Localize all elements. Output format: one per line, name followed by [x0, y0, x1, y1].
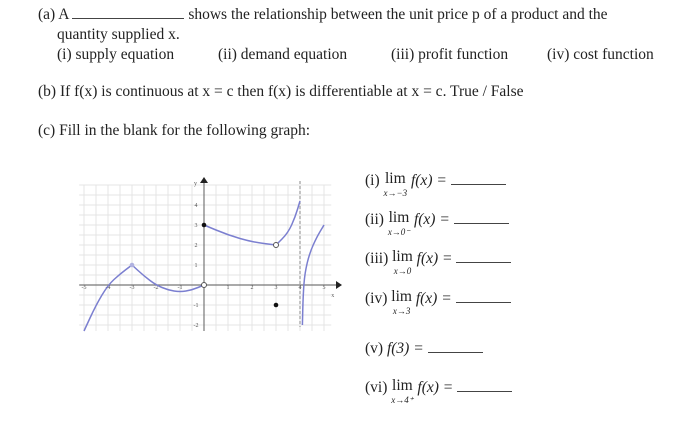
part-a-text: shows the relationship between the unit … — [188, 6, 608, 23]
closed-point — [201, 222, 207, 228]
option-supply-equation[interactable]: (i) supply equation — [57, 46, 175, 63]
limit-label: (vi) — [365, 379, 388, 396]
x-tick-label: 1 — [227, 285, 230, 291]
x-tick-label: 5 — [323, 285, 326, 291]
part-a: (a) A shows the relationship between the… — [38, 6, 608, 24]
answer-blank[interactable] — [456, 262, 512, 263]
answer-blank[interactable] — [427, 352, 483, 353]
limit-label: (iii) — [365, 250, 389, 267]
limit-item: (vi) lim x→4⁺ f(x) = — [365, 377, 513, 407]
part-a-label: (a) A — [38, 6, 69, 23]
limit-expression: f(x) = — [413, 211, 450, 228]
option-profit-function[interactable]: (iii) profit function — [391, 46, 509, 63]
closed-point — [273, 302, 279, 308]
limit-expression: f(x) = — [415, 290, 452, 307]
answer-blank[interactable] — [457, 391, 513, 392]
limit-operator: lim x→−3 — [383, 170, 408, 198]
limit-item: (i) lim x→−3 f(x) = — [365, 170, 506, 200]
y-tick-label: 1 — [195, 263, 198, 269]
x-tick-label: -1 — [178, 285, 183, 291]
limit-label: (v) — [365, 340, 384, 357]
part-c: (c) Fill in the blank for the following … — [38, 122, 311, 139]
y-tick-label: -1 — [194, 303, 199, 309]
open-point — [201, 282, 207, 288]
y-tick-label: -2 — [194, 323, 199, 329]
limit-item: (iii) lim x→0 f(x) = — [365, 248, 512, 278]
limit-item: (ii) lim x→0⁻ f(x) = — [365, 209, 509, 239]
answer-blank[interactable] — [453, 223, 509, 224]
limit-operator: lim x→3 — [391, 288, 412, 316]
limit-expression: f(x) = — [410, 172, 447, 189]
function-curve — [131, 264, 205, 293]
limit-operator: lim x→4⁺ — [391, 377, 414, 405]
x-tick-label: 3 — [275, 285, 278, 291]
limit-expression: f(x) = — [417, 379, 454, 396]
x-axis-arrow-icon — [336, 281, 342, 289]
x-axis-label: x — [331, 293, 334, 299]
x-tick-label: 2 — [251, 285, 254, 291]
limit-label: (iv) — [365, 290, 388, 307]
part-a-line2: quantity supplied x. — [57, 26, 180, 43]
y-axis-arrow-icon — [200, 177, 208, 183]
limit-operator: lim x→0 — [392, 248, 413, 276]
limit-expression: f(x) = — [416, 250, 453, 267]
limit-operator: lim x→0⁻ — [387, 209, 411, 237]
answer-blank[interactable] — [450, 184, 506, 185]
part-b: (b) If f(x) is continuous at x = c then … — [38, 83, 524, 100]
closed-point — [129, 262, 135, 268]
open-point — [273, 242, 279, 248]
limit-item: (v) f(3) = — [365, 340, 483, 358]
part-a-blank[interactable] — [72, 18, 185, 19]
option-cost-function[interactable]: (iv) cost function — [547, 46, 654, 63]
x-tick-label: -4 — [106, 285, 111, 291]
limit-item: (iv) lim x→3 f(x) = — [365, 288, 511, 318]
x-tick-label: -5 — [82, 285, 87, 291]
answer-blank[interactable] — [455, 302, 511, 303]
y-axis-label: y — [194, 181, 197, 187]
limit-expression: f(3) = — [386, 340, 424, 357]
y-tick-label: 3 — [195, 223, 198, 229]
function-curve — [203, 224, 277, 246]
function-curve — [83, 264, 133, 332]
y-tick-label: 4 — [195, 203, 198, 209]
x-tick-label: -3 — [130, 285, 135, 291]
option-demand-equation[interactable]: (ii) demand equation — [218, 46, 348, 63]
y-tick-label: 2 — [195, 243, 198, 249]
x-tick-label: -2 — [154, 285, 159, 291]
function-curve — [301, 224, 325, 326]
limit-label: (i) — [365, 172, 380, 189]
limit-label: (ii) — [365, 211, 384, 228]
